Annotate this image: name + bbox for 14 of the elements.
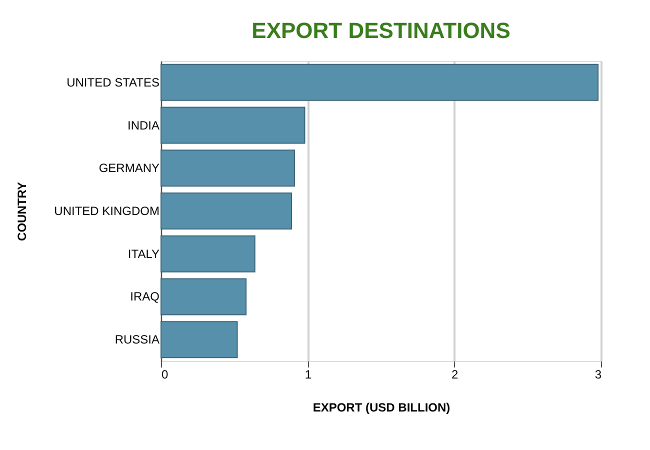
x-tick-label: 2 (451, 368, 458, 382)
y-tick-label: UNITED KINGDOM (54, 204, 160, 218)
y-tick-label: GERMANY (98, 161, 160, 176)
x-tick-label: 3 (594, 368, 602, 382)
y-tick-label: INDIA (127, 118, 160, 132)
x-tick-label: 0 (162, 368, 168, 382)
x-axis-title: EXPORT (USD BILLION) (312, 400, 450, 414)
y-tick-label: ITALY (128, 246, 160, 261)
y-tick-label: UNITED STATES (66, 75, 160, 90)
y-tick-label: IRAQ (130, 290, 160, 304)
y-tick-label: RUSSIA (114, 332, 160, 347)
x-tick-label: 1 (304, 368, 312, 382)
y-axis-title: COUNTRY (15, 182, 30, 241)
chart-title: EXPORT DESTINATIONS (252, 18, 510, 43)
